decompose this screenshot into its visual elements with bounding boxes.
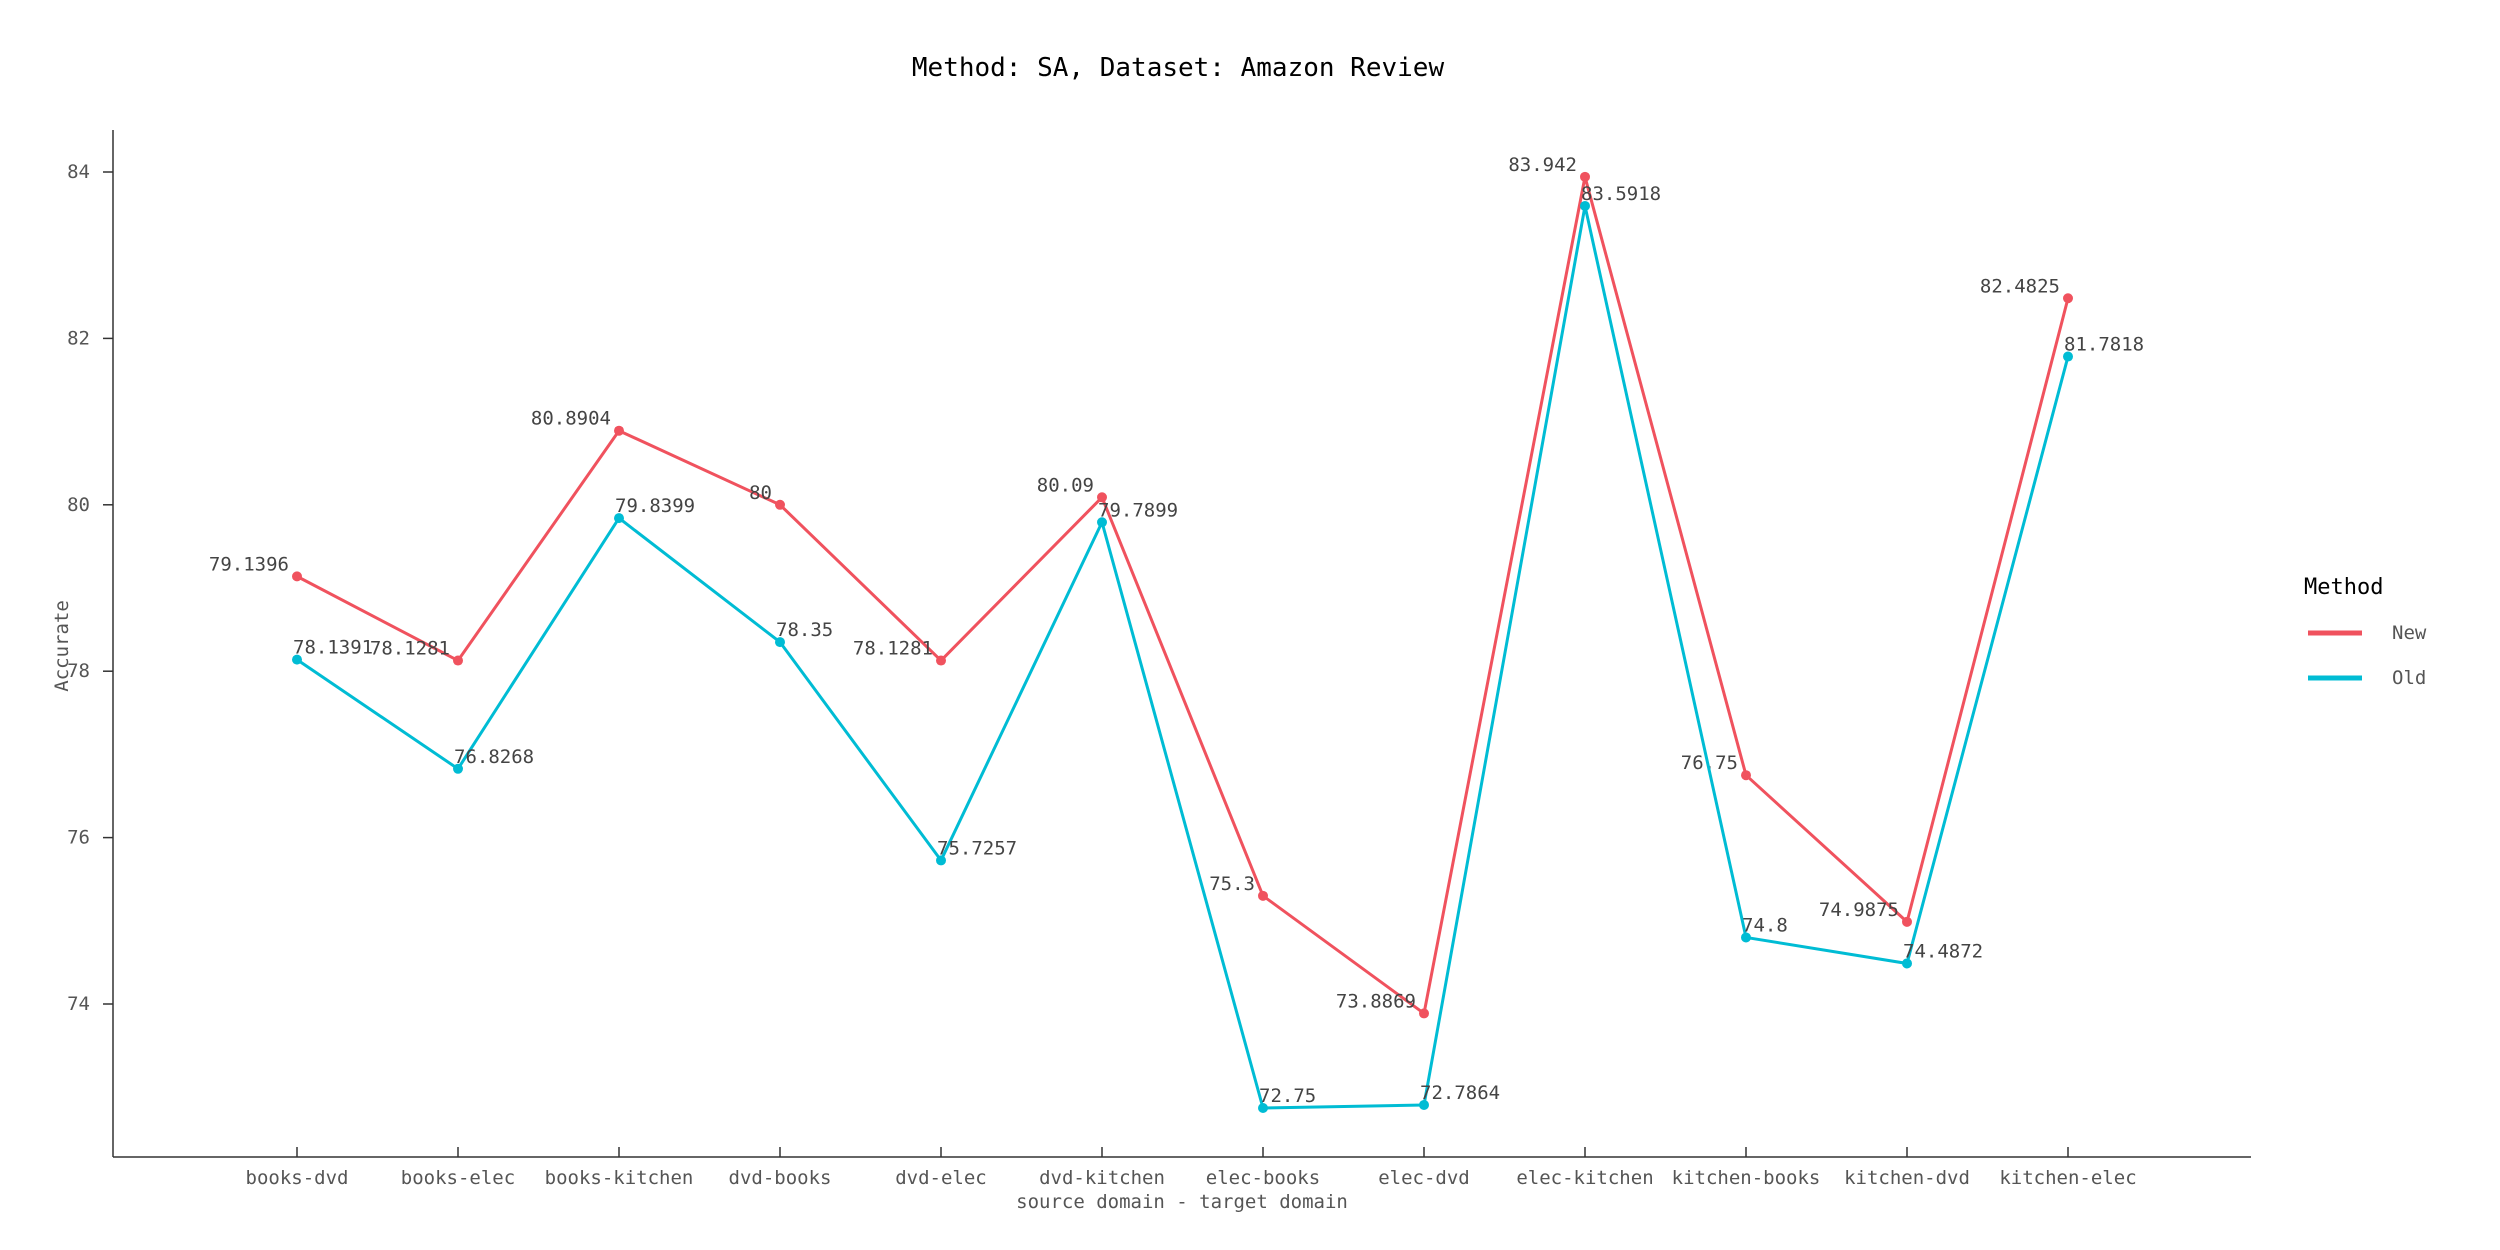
data-label: 78.1281 xyxy=(853,638,933,660)
data-label: 74.8 xyxy=(1742,914,1788,936)
data-label: 74.9875 xyxy=(1819,899,1899,921)
data-label: 75.3 xyxy=(1209,873,1255,895)
series-new: 79.1396 78.1281 80.8904 80 78.1281 80.09 75.3 7… xyxy=(209,154,2073,1019)
x-axis-label: source domain - target domain xyxy=(1016,1191,1348,1213)
data-point xyxy=(1580,171,1590,182)
series-group: 79.139678.128180.89048078.128180.0975.37… xyxy=(209,154,2144,1113)
data-label: 75.7257 xyxy=(937,837,1017,859)
data-label: 78.35 xyxy=(776,619,833,641)
data-point xyxy=(292,571,302,582)
x-tick-label: books-dvd xyxy=(246,1167,349,1189)
data-point xyxy=(1741,770,1751,781)
data-point xyxy=(1580,200,1590,211)
data-label: 72.7864 xyxy=(1420,1082,1500,1104)
data-label: 74.4872 xyxy=(1903,940,1983,962)
data-label: 78.1281 xyxy=(370,638,450,660)
data-point xyxy=(775,499,785,510)
data-point xyxy=(2063,351,2073,362)
x-tick-label: kitchen-elec xyxy=(1999,1167,2136,1189)
data-label: 76.75 xyxy=(1681,752,1738,774)
data-point xyxy=(2063,293,2073,304)
data-label: 83.942 xyxy=(1508,154,1577,176)
data-label: 79.8399 xyxy=(615,495,695,517)
y-tick-label: 74 xyxy=(67,993,90,1015)
data-label: 81.7818 xyxy=(2064,334,2144,356)
data-label: 78.1391 xyxy=(293,637,373,659)
data-point xyxy=(936,855,946,866)
axes xyxy=(112,130,2251,1158)
data-point xyxy=(1902,958,1912,969)
data-label: 80.09 xyxy=(1037,474,1094,496)
data-point xyxy=(1419,1099,1429,1110)
data-point xyxy=(936,655,946,666)
x-ticks: books-dvd books-elec books-kitchen dvd-book… xyxy=(246,1147,2137,1189)
legend: Method New Old xyxy=(2304,575,2427,689)
series-old: 78.1391 76.8268 79.8399 78.35 75.7257 79.7899… xyxy=(292,183,2144,1113)
series-line xyxy=(296,175,2070,1015)
y-tick-label: 84 xyxy=(67,161,90,183)
x-tick-label: elec-kitchen xyxy=(1516,1167,1653,1189)
data-label: 72.75 xyxy=(1259,1085,1316,1107)
y-tick-label: 76 xyxy=(67,827,90,849)
legend-label-old: Old xyxy=(2392,667,2426,689)
y-ticks: 74 76 78 80 82 84 xyxy=(67,161,113,1015)
data-label: 79.1396 xyxy=(209,553,289,575)
data-label: 80 xyxy=(749,482,772,504)
data-point xyxy=(614,513,624,524)
data-point xyxy=(453,763,463,774)
data-label: 80.8904 xyxy=(531,408,611,430)
data-point xyxy=(1258,1103,1268,1113)
data-point xyxy=(1419,1008,1429,1019)
data-point xyxy=(1258,890,1268,901)
data-point xyxy=(292,654,302,665)
y-tick-label: 82 xyxy=(67,327,90,349)
legend-title: Method xyxy=(2304,575,2383,600)
data-label: 73.8869 xyxy=(1336,990,1416,1012)
data-point xyxy=(453,655,463,666)
x-tick-label: dvd-elec xyxy=(895,1167,987,1189)
y-tick-label: 78 xyxy=(67,660,90,682)
y-axis-label: Accurate xyxy=(51,600,73,692)
y-tick-label: 80 xyxy=(67,494,90,516)
x-tick-label: elec-books xyxy=(1206,1167,1320,1189)
legend-label-new: New xyxy=(2392,622,2427,644)
chart-title: Method: SA, Dataset: Amazon Review xyxy=(912,53,1445,83)
data-label: 79.7899 xyxy=(1098,499,1178,521)
data-point xyxy=(1097,517,1107,528)
data-label: 83.5918 xyxy=(1581,183,1661,205)
data-point xyxy=(1097,492,1107,503)
x-tick-label: kitchen-books xyxy=(1672,1167,1821,1189)
data-point xyxy=(1741,932,1751,943)
x-tick-label: books-elec xyxy=(401,1167,515,1189)
data-point xyxy=(775,637,785,648)
x-tick-label: dvd-books xyxy=(729,1167,832,1189)
data-point xyxy=(1902,916,1912,927)
x-tick-label: elec-dvd xyxy=(1378,1167,1470,1189)
series-line xyxy=(296,204,2070,1110)
x-tick-label: kitchen-dvd xyxy=(1844,1167,1970,1189)
data-point xyxy=(614,425,624,436)
x-tick-label: dvd-kitchen xyxy=(1039,1167,1165,1189)
data-label: 76.8268 xyxy=(454,746,534,768)
data-label: 82.4825 xyxy=(1980,275,2060,297)
x-tick-label: books-kitchen xyxy=(545,1167,694,1189)
